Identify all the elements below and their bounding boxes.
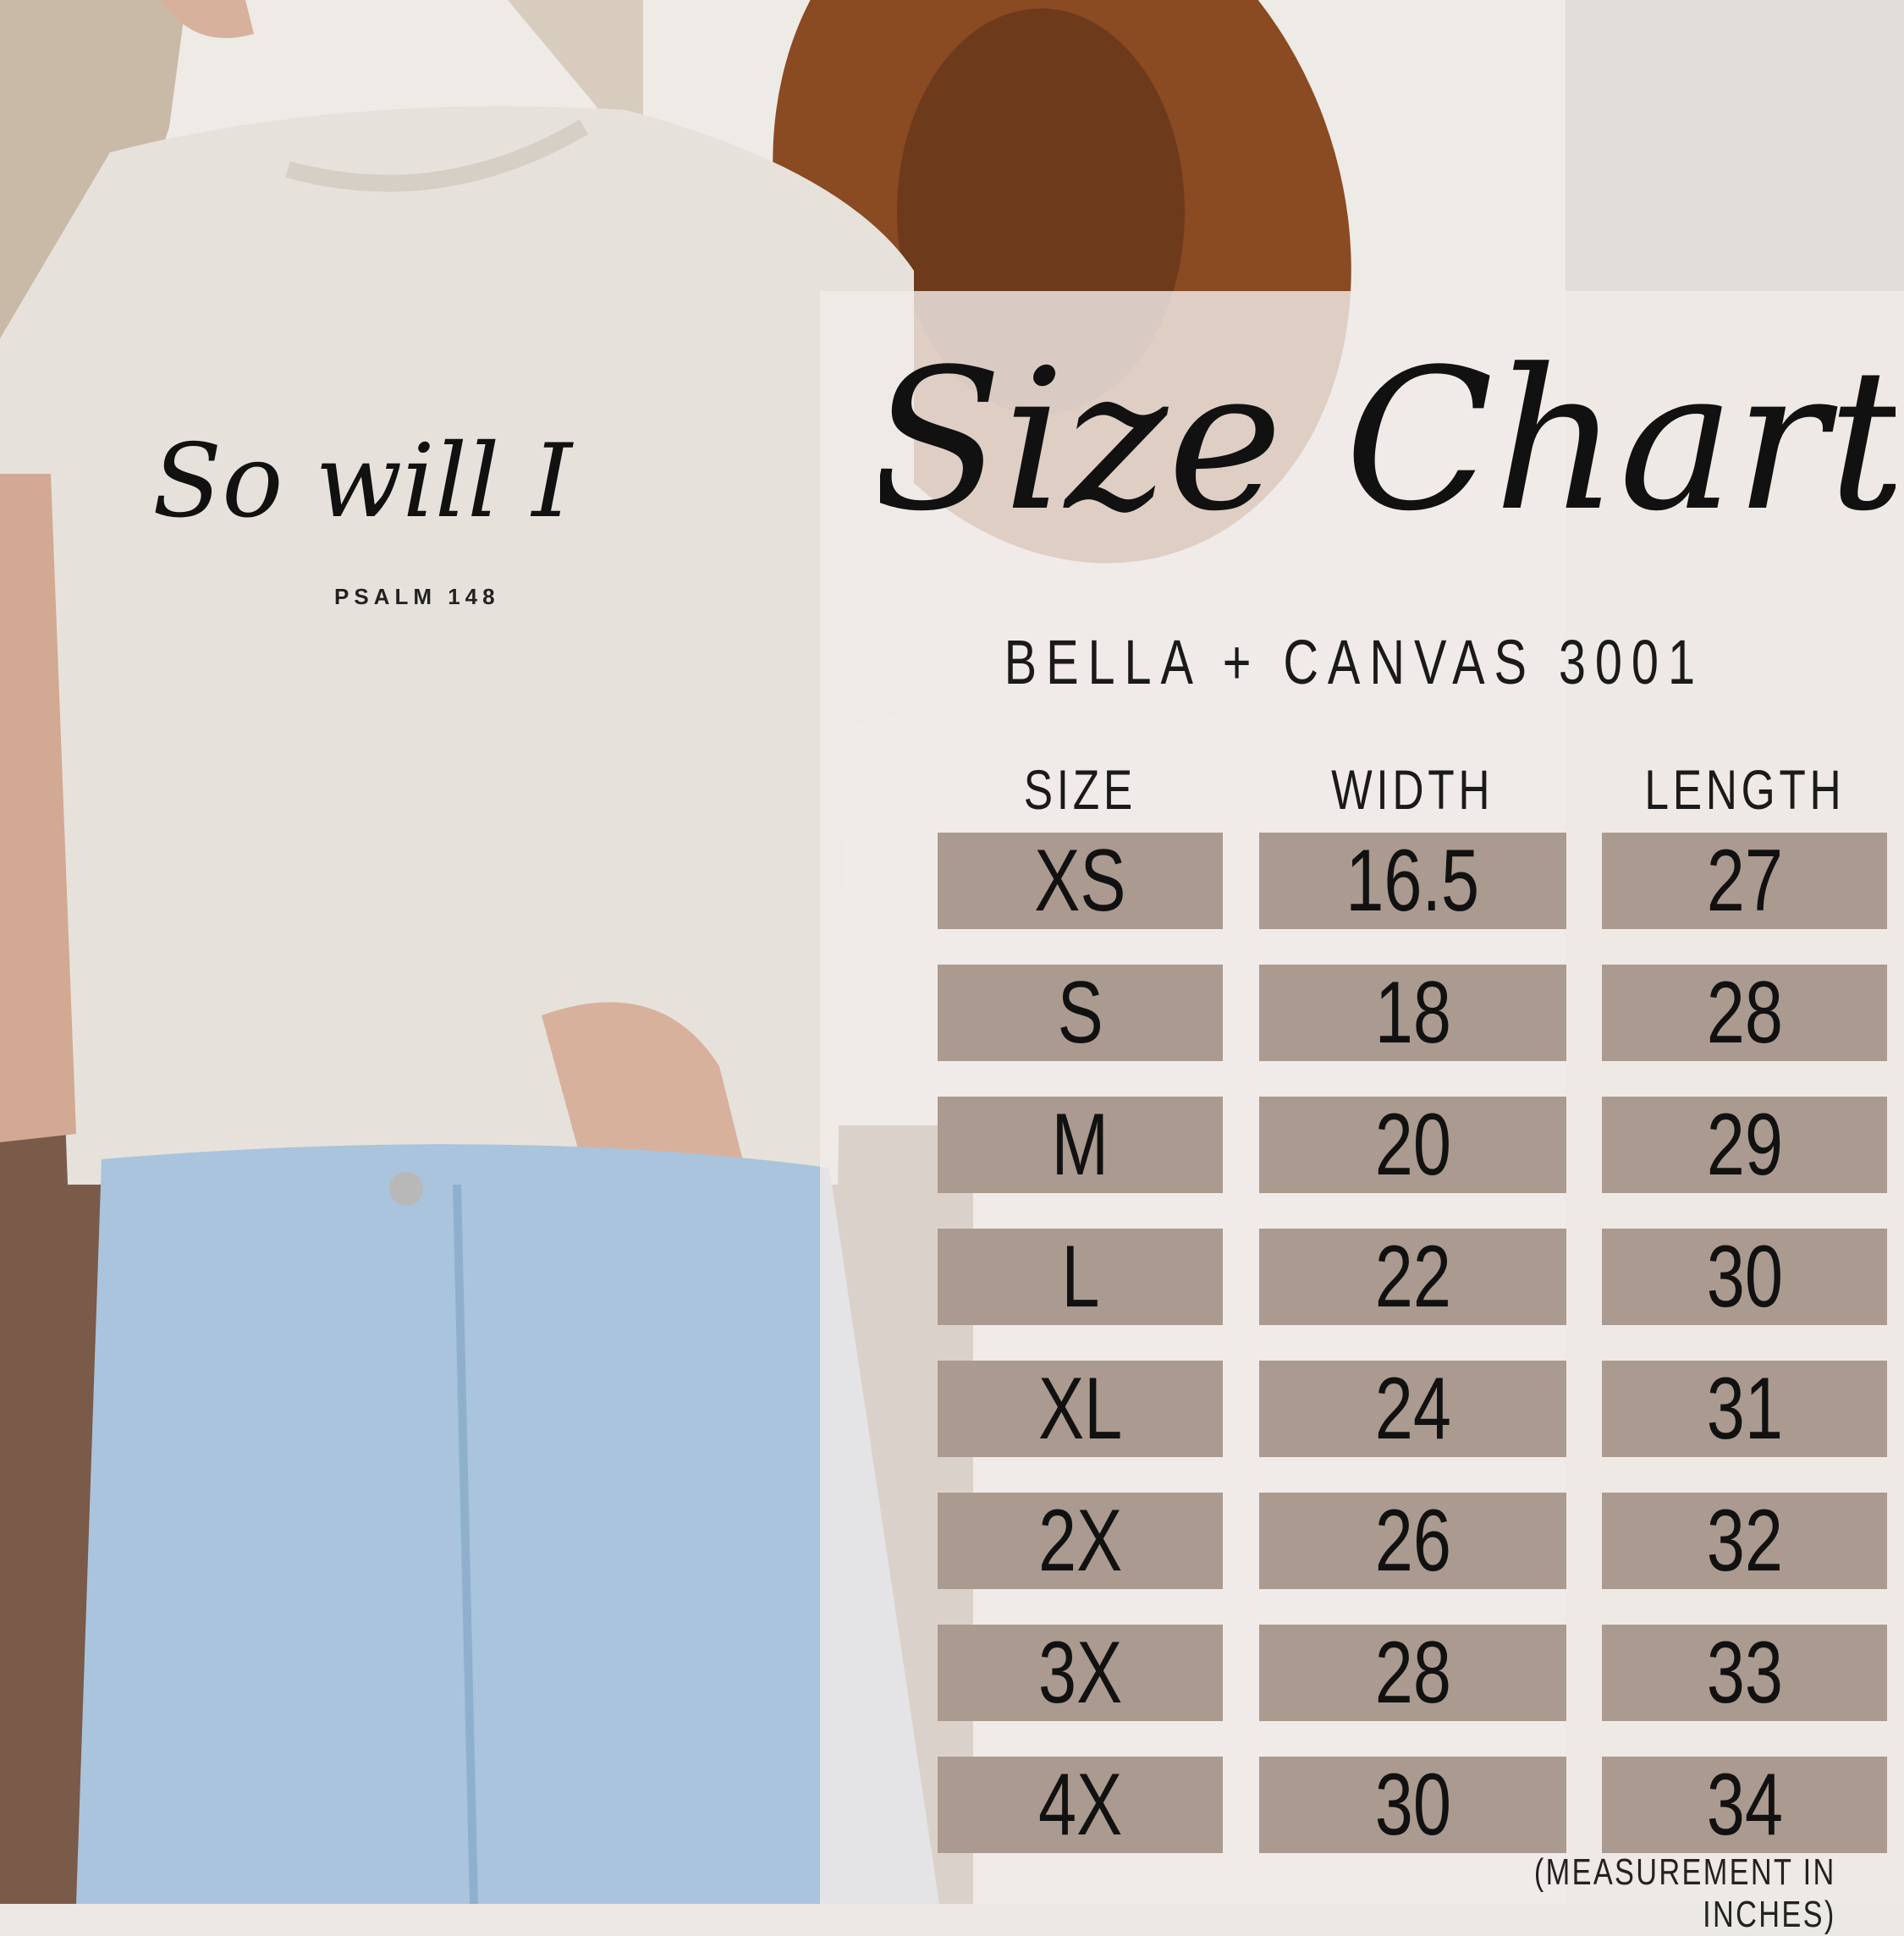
header-length-text: LENGTH (1644, 758, 1845, 821)
size-value: XS (1034, 831, 1126, 930)
title-text: Size Chart (880, 328, 1896, 554)
table-cell-length: 28 (1602, 963, 1887, 1062)
length-value: 32 (1706, 1491, 1783, 1590)
table-cell-width: 18 (1259, 963, 1566, 1062)
measurement-note: (MEASUREMENT IN INCHES) (1354, 1851, 1896, 1936)
table-cell-length: 32 (1602, 1491, 1887, 1590)
table-cell-length: 31 (1602, 1359, 1887, 1458)
table-cell-width: 16.5 (1259, 831, 1566, 930)
width-value: 24 (1374, 1359, 1451, 1458)
size-value: XL (1037, 1359, 1123, 1458)
width-value: 30 (1374, 1755, 1451, 1854)
header-size: SIZE (938, 757, 1223, 822)
table-cell-length: 30 (1602, 1227, 1887, 1326)
length-value: 27 (1706, 831, 1783, 930)
table-cell-length: 34 (1602, 1755, 1887, 1854)
width-value: 16.5 (1345, 831, 1480, 930)
measurement-note-text: (MEASUREMENT IN INCHES) (1533, 1851, 1836, 1935)
header-length: LENGTH (1602, 757, 1887, 822)
header-width-text: WIDTH (1331, 758, 1494, 821)
jeans (76, 1144, 939, 1904)
table-cell-length: 27 (1602, 831, 1887, 930)
table-cell-size: 4X (938, 1755, 1223, 1854)
table-cell-width: 28 (1259, 1623, 1566, 1722)
shirt-verse: PSALM 148 (334, 584, 500, 609)
table-cell-size: XL (938, 1359, 1223, 1458)
width-value: 20 (1374, 1095, 1451, 1194)
table-cell-width: 22 (1259, 1227, 1566, 1326)
table-cell-size: XS (938, 831, 1223, 930)
table-cell-width: 24 (1259, 1359, 1566, 1458)
width-value: 22 (1374, 1227, 1451, 1326)
table-cell-width: 30 (1259, 1755, 1566, 1854)
size-chart-title: Size Chart (880, 328, 1896, 554)
table-cell-length: 29 (1602, 1095, 1887, 1194)
size-value: 3X (1037, 1623, 1123, 1722)
table-cell-width: 20 (1259, 1095, 1566, 1194)
product-name-text: BELLA + CANVAS 3001 (1004, 627, 1704, 697)
size-value: 4X (1037, 1755, 1123, 1854)
shirt-script-graphic: So will I (152, 423, 575, 541)
length-value: 30 (1706, 1227, 1783, 1326)
width-value: 28 (1374, 1623, 1451, 1722)
length-value: 28 (1706, 963, 1783, 1062)
width-value: 26 (1374, 1491, 1451, 1590)
size-value: L (1060, 1227, 1100, 1326)
length-value: 29 (1706, 1095, 1783, 1194)
size-value: 2X (1037, 1491, 1123, 1590)
size-value: M (1051, 1095, 1109, 1194)
table-cell-size: 3X (938, 1623, 1223, 1722)
width-value: 18 (1374, 963, 1451, 1062)
length-value: 31 (1706, 1359, 1783, 1458)
table-cell-size: 2X (938, 1491, 1223, 1590)
header-size-text: SIZE (1023, 758, 1137, 821)
header-width: WIDTH (1259, 757, 1566, 822)
table-cell-size: M (938, 1095, 1223, 1194)
length-value: 34 (1706, 1755, 1783, 1854)
shirt-script-text: So will I (152, 423, 575, 541)
product-name: BELLA + CANVAS 3001 (846, 626, 1862, 698)
size-value: S (1057, 963, 1103, 1062)
table-cell-size: S (938, 963, 1223, 1062)
length-value: 33 (1706, 1623, 1783, 1722)
table-cell-size: L (938, 1227, 1223, 1326)
tshirt (0, 106, 914, 1185)
table-cell-width: 26 (1259, 1491, 1566, 1590)
table-cell-length: 33 (1602, 1623, 1887, 1722)
